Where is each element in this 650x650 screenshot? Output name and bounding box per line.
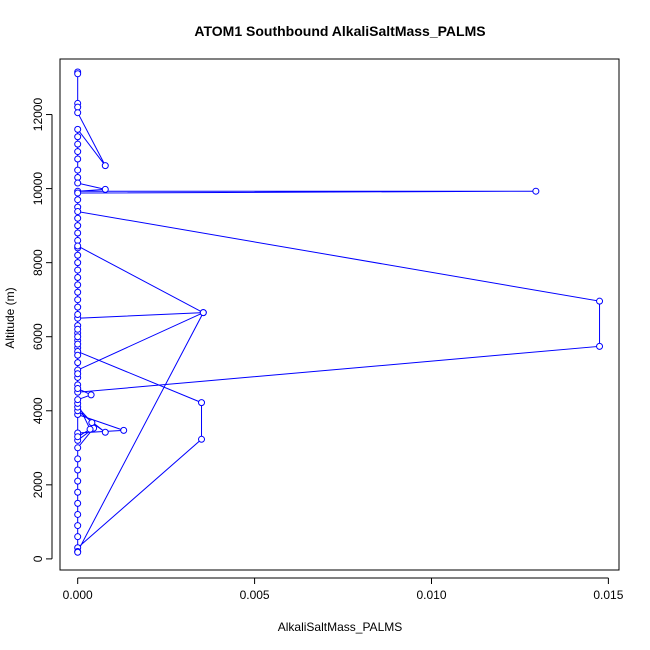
data-point	[596, 297, 604, 305]
data-point	[86, 425, 94, 433]
data-point	[101, 428, 109, 436]
data-point	[74, 155, 82, 163]
data-point	[74, 266, 82, 274]
y-tick-label: 12000	[31, 98, 45, 132]
data-point	[74, 222, 82, 230]
data-point	[74, 499, 82, 507]
data-point	[74, 385, 82, 393]
data-point	[74, 242, 82, 250]
data-point	[74, 189, 82, 197]
data-point	[74, 548, 82, 556]
data-point	[199, 309, 207, 317]
y-tick-label: 8000	[31, 249, 45, 276]
data-point	[74, 296, 82, 304]
series-points	[74, 68, 604, 556]
data-point	[74, 140, 82, 148]
y-axis-label: Altitude (m)	[3, 287, 17, 348]
x-axis: 0.000 0.005 0.010 0.015	[63, 577, 624, 602]
data-point	[74, 455, 82, 463]
data-point	[74, 70, 82, 78]
data-point	[74, 533, 82, 541]
data-point	[532, 187, 540, 195]
data-point	[101, 185, 109, 193]
y-axis: 0 2000 4000 6000 8000 10000 12000	[31, 98, 53, 562]
data-point	[120, 426, 128, 434]
data-point	[74, 179, 82, 187]
data-point	[74, 333, 82, 341]
y-tick-label: 4000	[31, 397, 45, 424]
x-tick-label: 0.010	[416, 588, 446, 602]
data-point	[74, 522, 82, 530]
data-point	[74, 166, 82, 174]
series-line	[77, 71, 601, 553]
data-point	[198, 399, 206, 407]
data-point	[74, 359, 82, 367]
data-point	[74, 325, 82, 333]
data-point	[74, 288, 82, 296]
data-point	[88, 419, 96, 427]
y-tick-label: 10000	[31, 172, 45, 206]
data-point	[74, 351, 82, 359]
data-point	[74, 133, 82, 141]
data-point	[198, 435, 206, 443]
data-point	[74, 208, 82, 216]
data-point	[74, 148, 82, 156]
x-axis-label: AlkaliSaltMass_PALMS	[278, 620, 403, 634]
data-point	[74, 125, 82, 133]
x-tick-label: 0.005	[240, 588, 270, 602]
data-point	[74, 273, 82, 281]
y-tick-label: 2000	[31, 471, 45, 498]
y-tick-label: 0	[31, 555, 45, 562]
data-point	[596, 342, 604, 350]
data-point	[74, 370, 82, 378]
data-point	[74, 433, 82, 441]
data-point	[74, 466, 82, 474]
data-point	[74, 251, 82, 259]
y-tick-label: 6000	[31, 323, 45, 350]
data-point	[74, 229, 82, 237]
data-point	[74, 488, 82, 496]
data-point	[74, 311, 82, 318]
plot-frame	[59, 58, 620, 571]
series-lines	[77, 71, 601, 553]
data-point	[74, 259, 82, 267]
x-tick-label: 0.015	[593, 588, 623, 602]
data-point	[74, 477, 82, 485]
data-point	[74, 109, 82, 117]
x-tick-label: 0.000	[63, 588, 93, 602]
data-point	[74, 196, 82, 204]
data-point	[74, 303, 82, 311]
data-point	[74, 396, 82, 404]
data-point	[74, 510, 82, 518]
data-point	[101, 162, 109, 170]
data-point	[87, 391, 95, 399]
data-point	[74, 444, 82, 452]
chart-title: ATOM1 Southbound AlkaliSaltMass_PALMS	[194, 23, 485, 39]
data-point	[74, 281, 82, 289]
data-point	[74, 214, 82, 222]
data-point	[74, 340, 82, 348]
